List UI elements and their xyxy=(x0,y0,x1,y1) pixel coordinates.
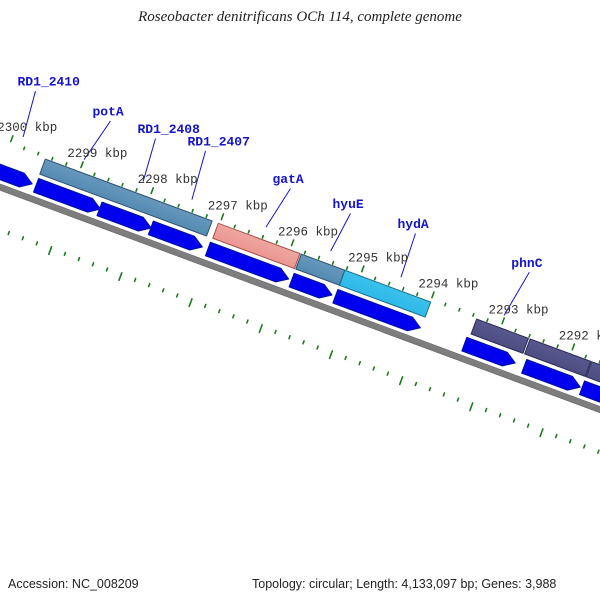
svg-text:2296 kbp: 2296 kbp xyxy=(278,225,338,239)
svg-text:2300 kbp: 2300 kbp xyxy=(0,121,57,135)
svg-text:phnC: phnC xyxy=(511,256,542,271)
svg-text:2299 kbp: 2299 kbp xyxy=(67,147,127,161)
svg-text:RD1_2407: RD1_2407 xyxy=(188,135,250,150)
svg-text:RD1_2410: RD1_2410 xyxy=(18,75,81,90)
svg-text:gatA: gatA xyxy=(273,172,304,187)
svg-text:2293 kbp: 2293 kbp xyxy=(489,303,549,317)
svg-text:hydA: hydA xyxy=(398,217,429,232)
svg-text:hyuE: hyuE xyxy=(333,197,364,212)
svg-text:2294 kbp: 2294 kbp xyxy=(418,277,478,291)
svg-text:potA: potA xyxy=(93,105,124,120)
svg-text:2295 kbp: 2295 kbp xyxy=(348,251,408,265)
svg-text:2298 kbp: 2298 kbp xyxy=(138,173,198,187)
svg-text:2292 kbp: 2292 kbp xyxy=(559,329,600,343)
svg-text:2297 kbp: 2297 kbp xyxy=(208,199,268,213)
